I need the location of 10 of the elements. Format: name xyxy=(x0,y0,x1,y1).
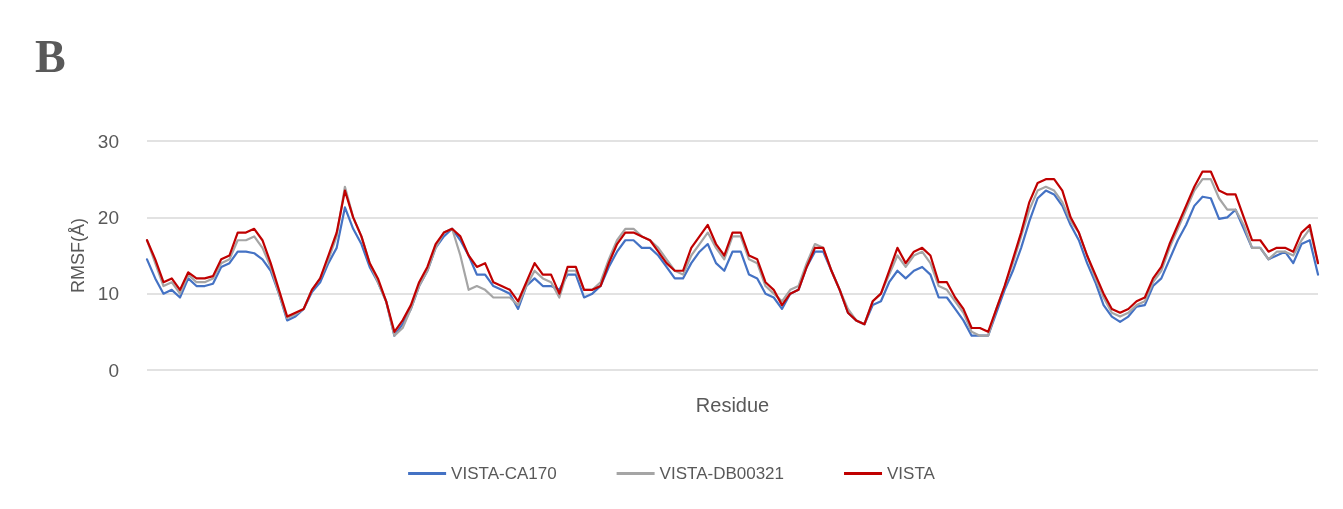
x-axis-title: Residue xyxy=(695,394,770,416)
chart-title: B xyxy=(35,30,66,82)
legend-label: VISTA xyxy=(887,464,936,483)
y-tick-label: 30 xyxy=(97,130,119,152)
y-axis-title: RMSF(Å) xyxy=(67,218,88,293)
y-tick-label: 0 xyxy=(108,359,119,381)
y-tick-label: 20 xyxy=(97,206,119,228)
legend-label: VISTA-CA170 xyxy=(451,464,557,483)
y-tick-label: 10 xyxy=(97,283,119,305)
legend-label: VISTA-DB00321 xyxy=(659,464,785,483)
